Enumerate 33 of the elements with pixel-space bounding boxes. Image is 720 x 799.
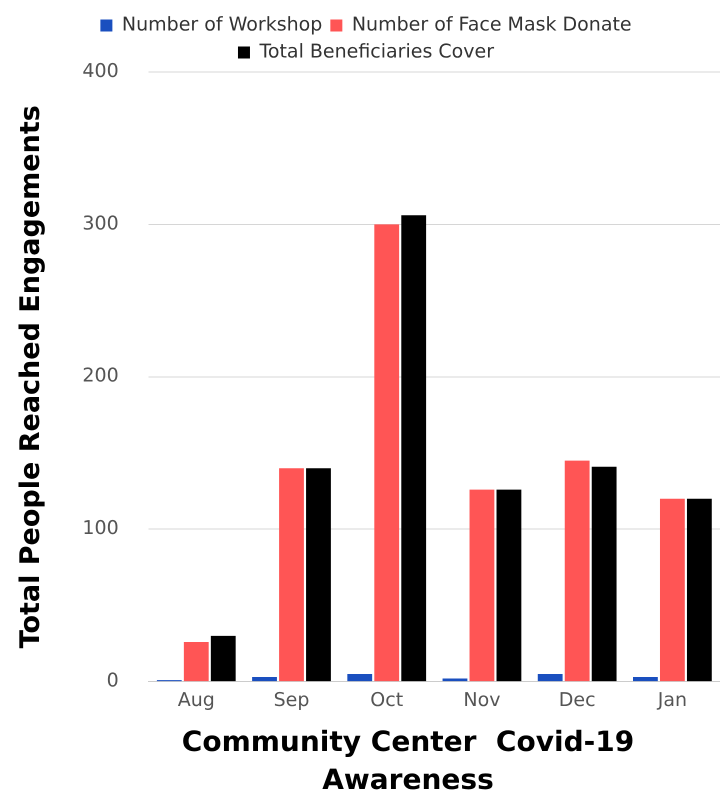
y-tick-label: 100 [82, 517, 119, 540]
bar [686, 498, 712, 682]
bar [210, 636, 236, 682]
bar [279, 468, 304, 682]
bar [633, 677, 658, 682]
y-tick-label: 0 [106, 670, 119, 692]
x-tick-label: Aug [178, 688, 215, 711]
x-tick-label: Dec [558, 688, 596, 711]
x-tick-label: Oct [370, 688, 404, 711]
bar [374, 224, 400, 682]
bar [538, 674, 563, 682]
legend-label: Total Beneficiaries Cover [258, 40, 494, 62]
bar [401, 215, 426, 682]
y-tick-label: 300 [82, 212, 119, 234]
bar [442, 678, 468, 682]
legend-label: Number of Face Mask Donate [352, 13, 632, 36]
legend-label: Number of Workshop [122, 13, 322, 36]
bar [496, 490, 522, 682]
bar [306, 468, 331, 682]
x-axis-title: Community Center Covid-19 Awareness [180, 724, 636, 798]
bar [347, 674, 372, 682]
bar [252, 677, 277, 682]
bar [564, 460, 590, 682]
y-tick-label: 200 [82, 364, 119, 387]
y-axis-title: Total People Reached Engagements [15, 105, 46, 648]
bar [660, 498, 685, 682]
bar [184, 642, 209, 682]
x-tick-label: Jan [656, 688, 688, 711]
bar [592, 466, 617, 682]
x-tick-label: Sep [274, 688, 310, 711]
bar [470, 490, 494, 682]
y-tick-label: 400 [82, 60, 119, 82]
x-tick-label: Nov [463, 688, 500, 711]
